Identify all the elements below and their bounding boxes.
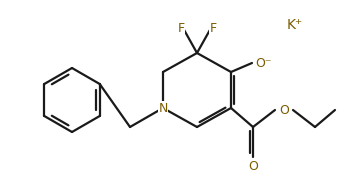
Text: O⁻: O⁻ — [255, 57, 271, 69]
Text: F: F — [178, 21, 185, 35]
Text: O: O — [248, 159, 258, 173]
Text: O: O — [279, 103, 289, 117]
Text: F: F — [209, 21, 216, 35]
Text: K⁺: K⁺ — [287, 18, 303, 32]
Text: N: N — [158, 101, 168, 115]
